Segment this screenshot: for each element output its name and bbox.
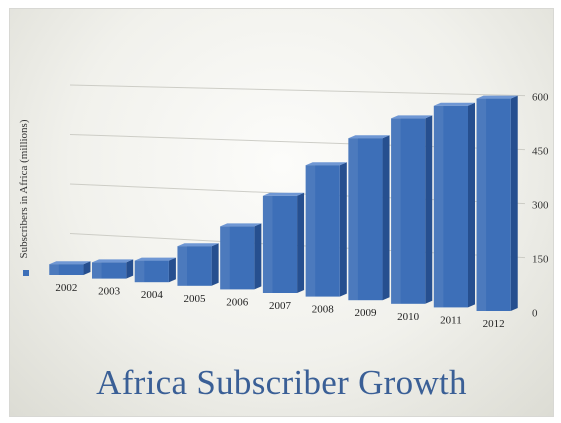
- legend-swatch: [23, 270, 29, 276]
- x-tick-label-2005: 2005: [184, 293, 207, 305]
- bar-side-2010: [425, 115, 433, 304]
- y-tick-label-600: 600: [532, 92, 549, 104]
- bar-2009: [348, 138, 383, 301]
- bar-2011: [433, 105, 468, 308]
- slide-frame: 0 150 300 450 600 2002 2003 2004 2005 2006 2007 200…: [9, 8, 554, 417]
- bar-top-2004: [134, 257, 176, 261]
- x-tick-label-2009: 2009: [354, 307, 377, 319]
- x-tick-label-2007: 2007: [269, 300, 292, 312]
- bar-side-2009: [382, 135, 390, 301]
- bar-side-2011: [468, 102, 475, 308]
- bar-side-2012: [510, 95, 518, 311]
- bar-highlight-2002: [49, 264, 59, 275]
- bar-highlight-2011: [433, 105, 444, 308]
- y-tick-label-0: 0: [532, 308, 538, 320]
- bar-top-2009: [348, 135, 390, 139]
- bar-top-2012: [476, 95, 518, 99]
- bar-top-2005: [177, 243, 219, 247]
- x-tick-label-2010: 2010: [397, 311, 420, 323]
- bar-top-2010: [391, 115, 433, 119]
- bar-top-2006: [220, 223, 262, 227]
- bar-2005: [177, 246, 212, 286]
- bar-2010: [391, 118, 426, 304]
- bar-side-2006: [254, 223, 262, 290]
- bar-2004: [134, 260, 169, 283]
- x-tick-label-2011: 2011: [440, 314, 462, 326]
- bar-highlight-2009: [348, 138, 358, 301]
- y-tick-label-150: 150: [532, 254, 549, 266]
- bar-highlight-2012: [476, 98, 487, 311]
- bar-highlight-2005: [177, 246, 188, 286]
- bar-2003: [92, 262, 127, 279]
- x-tick-label-2002: 2002: [55, 282, 77, 294]
- y-tick-label-300: 300: [532, 200, 549, 212]
- bar-highlight-2008: [305, 165, 316, 297]
- bar-highlight-2007: [262, 195, 273, 293]
- chart-title: Africa Subscriber Growth: [96, 363, 467, 402]
- bar-top-2003: [92, 259, 134, 263]
- bar-side-2004: [168, 257, 176, 283]
- bar-side-2005: [211, 243, 219, 286]
- bar-top-2011: [433, 102, 475, 106]
- bar-highlight-2010: [391, 118, 401, 304]
- bar-top-2002: [49, 261, 91, 265]
- bar-2012: [476, 98, 511, 311]
- bar-highlight-2006: [220, 226, 230, 290]
- bar-side-2008: [339, 162, 347, 297]
- bar-chart: 0 150 300 450 600 2002 2003 2004 2005 2006 2007 200…: [23, 84, 549, 330]
- bar-top-2008: [305, 162, 347, 166]
- bar-highlight-2004: [134, 260, 145, 283]
- bar-side-2007: [297, 192, 305, 293]
- gridline-600: [69, 84, 526, 97]
- bar-side-2002: [83, 261, 91, 275]
- x-tick-label-2004: 2004: [141, 289, 164, 301]
- bar-2006: [220, 226, 255, 290]
- x-tick-label-2006: 2006: [226, 296, 249, 308]
- y-tick-label-450: 450: [532, 146, 549, 158]
- bar-side-2003: [126, 259, 134, 279]
- bar-top-2007: [262, 192, 305, 196]
- bar-2008: [305, 165, 340, 297]
- bar-2002: [49, 264, 84, 275]
- x-tick-label-2012: 2012: [483, 318, 505, 330]
- bar-highlight-2003: [92, 262, 102, 279]
- y-axis-label: Subscribers in Africa (millions): [18, 119, 30, 259]
- x-tick-label-2003: 2003: [98, 286, 121, 298]
- x-tick-label-2008: 2008: [312, 304, 335, 316]
- bar-2007: [262, 195, 298, 293]
